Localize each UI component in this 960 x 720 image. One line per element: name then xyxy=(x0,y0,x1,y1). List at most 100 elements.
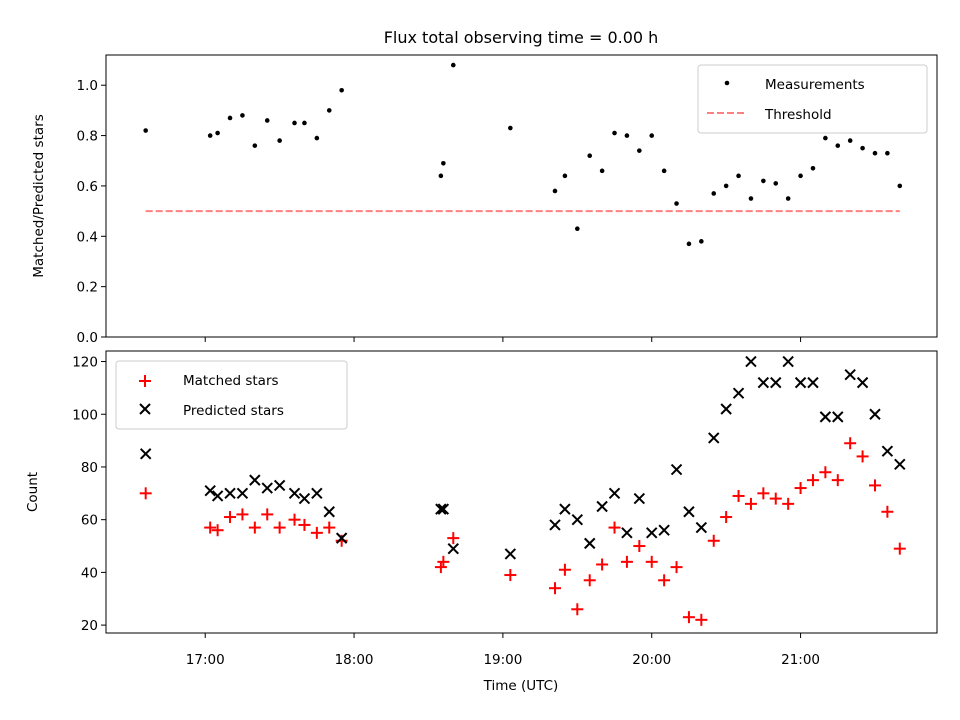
matched-stars-point xyxy=(893,542,906,555)
predicted-stars-point xyxy=(311,487,323,500)
measurement-point xyxy=(872,150,878,156)
predicted-stars-point xyxy=(770,376,782,389)
matched-stars-point xyxy=(744,497,757,510)
predicted-stars-point xyxy=(504,548,517,560)
matched-stars-point xyxy=(288,513,301,526)
measurement-point xyxy=(823,135,828,141)
y-tick-label: 0.0 xyxy=(77,330,98,346)
matched-stars-point xyxy=(682,611,695,624)
matched-stars-point xyxy=(645,555,658,568)
measurement-point xyxy=(785,196,791,201)
predicted-stars-point xyxy=(335,532,348,544)
measurement-point xyxy=(508,125,513,131)
predicted-stars-point xyxy=(608,487,621,500)
matched-stars-point xyxy=(794,482,807,495)
predicted-stars-point xyxy=(559,503,571,515)
matched-stars-point xyxy=(844,437,857,450)
predicted-stars-point xyxy=(670,463,683,476)
predicted-stars-point xyxy=(224,487,236,500)
predicted-stars-point xyxy=(139,448,152,460)
y-tick-label: 80 xyxy=(81,460,98,476)
matched-stars-point xyxy=(856,450,869,463)
x-tick-label: 21:00 xyxy=(781,652,820,668)
x-tick-label: 17:00 xyxy=(186,652,225,668)
matched-stars-point xyxy=(437,555,450,568)
matched-stars-point xyxy=(670,561,683,574)
predicted-stars-point xyxy=(708,432,720,444)
measurement-point xyxy=(810,166,816,171)
matched-stars-point xyxy=(620,555,633,568)
predicted-stars-point xyxy=(869,408,881,420)
ratio-legend: Measurements Threshold xyxy=(697,64,928,134)
measurement-point xyxy=(326,108,332,113)
measurement-point xyxy=(649,133,655,138)
measurement-point xyxy=(897,183,903,189)
ratio-panel-frame xyxy=(105,54,938,338)
measurement-point xyxy=(575,226,580,232)
predicted-stars-point xyxy=(683,506,695,518)
count-y-axis-label: Count xyxy=(25,472,41,512)
matched-stars-point xyxy=(236,508,249,521)
predicted-stars-point xyxy=(832,411,844,423)
measurement-point xyxy=(207,133,213,138)
predicted-stars-point xyxy=(819,411,832,423)
measurement-point xyxy=(798,173,803,179)
predicted-stars-point xyxy=(856,376,869,389)
measurement-point xyxy=(438,173,444,179)
predicted-stars-point xyxy=(596,500,608,513)
measurement-point xyxy=(847,138,853,143)
matched-stars-point xyxy=(596,558,609,571)
measurement-point xyxy=(302,120,307,126)
x-axis-label: Time (UTC) xyxy=(483,678,559,694)
measurement-point xyxy=(748,196,754,201)
matched-stars-point xyxy=(806,474,819,487)
measurement-point xyxy=(736,173,741,179)
matched-stars-point xyxy=(558,563,571,576)
measurement-point xyxy=(314,135,320,141)
count-panel-frame xyxy=(105,350,938,634)
predicted-stars-point xyxy=(621,527,633,539)
predicted-stars-point xyxy=(261,482,273,494)
matched-stars-point xyxy=(224,511,237,524)
predicted-stars-point xyxy=(807,376,819,389)
legend-label: Threshold xyxy=(764,107,832,123)
measurement-point xyxy=(441,160,446,166)
predicted-stars-point xyxy=(794,376,807,389)
matched-stars-point xyxy=(504,569,517,582)
x-tick-label: 20:00 xyxy=(632,652,671,668)
predicted-stars-point xyxy=(323,506,335,518)
matched-stars-point xyxy=(204,521,217,534)
y-tick-label: 1.0 xyxy=(77,78,98,94)
y-tick-label: 40 xyxy=(81,565,98,581)
predicted-stars-point xyxy=(447,542,459,555)
predicted-stars-point xyxy=(298,492,311,505)
matched-stars-point xyxy=(782,497,795,510)
measurement-point xyxy=(143,128,148,133)
measurement-point xyxy=(860,145,865,151)
measurement-point xyxy=(711,191,717,196)
matched-stars-point xyxy=(732,489,745,502)
predicted-stars-point xyxy=(658,524,670,536)
y-tick-label: 0.6 xyxy=(77,179,98,195)
measurement-point xyxy=(562,173,568,179)
predicted-stars-point xyxy=(633,492,646,505)
matched-stars-point xyxy=(658,574,671,587)
predicted-stars-point xyxy=(435,503,447,515)
predicted-stars-point xyxy=(211,490,224,502)
measurement-point xyxy=(599,168,605,174)
predicted-stars-point xyxy=(881,445,894,457)
matched-stars-point xyxy=(248,521,261,534)
matched-stars-point xyxy=(139,487,152,500)
matched-stars-point xyxy=(633,540,646,553)
matched-stars-point xyxy=(273,521,286,534)
measurement-point xyxy=(215,130,220,136)
measurement-point xyxy=(885,150,890,156)
y-tick-label: 20 xyxy=(81,618,98,634)
measurement-point xyxy=(661,168,667,174)
matched-stars-point xyxy=(211,524,224,537)
legend-measurement-marker xyxy=(724,80,730,86)
matched-stars-point xyxy=(548,582,561,595)
matched-stars-point xyxy=(757,487,770,500)
measurement-point xyxy=(264,118,270,123)
